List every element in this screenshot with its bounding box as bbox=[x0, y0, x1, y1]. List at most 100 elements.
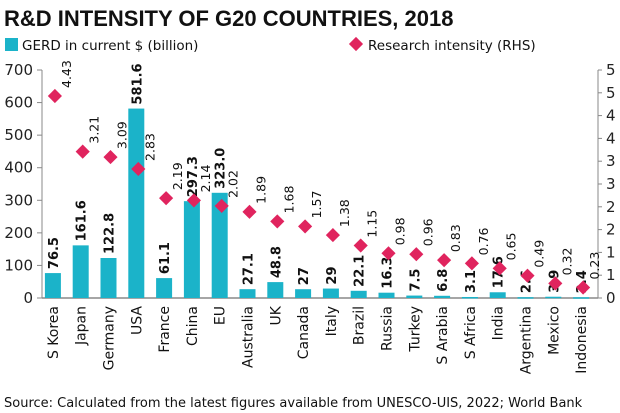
intensity-value-label: 4.43 bbox=[59, 60, 74, 88]
bar-value-label: 48.8 bbox=[269, 246, 284, 278]
category-label: Brazil bbox=[352, 306, 368, 345]
intensity-marker bbox=[576, 280, 591, 295]
bar-gerd bbox=[239, 289, 256, 298]
intensity-marker bbox=[47, 88, 62, 104]
bar-value-label: 22.1 bbox=[353, 255, 368, 287]
category-label: Russia bbox=[380, 306, 396, 351]
bar-value-label: 3.1 bbox=[464, 270, 479, 293]
bar-gerd bbox=[211, 192, 228, 298]
left-tick-label: 500 bbox=[4, 126, 33, 144]
intensity-marker bbox=[353, 238, 368, 253]
source-note: Source: Calculated from the latest figur… bbox=[4, 396, 583, 411]
bar-value-label: 16.3 bbox=[381, 257, 396, 289]
legend-label-intensity: Research intensity (RHS) bbox=[368, 38, 536, 54]
intensity-marker bbox=[214, 198, 229, 213]
category-label: EU bbox=[213, 306, 229, 325]
intensity-value-label: 0.23 bbox=[587, 252, 602, 280]
intensity-value-label: 0.98 bbox=[393, 217, 408, 245]
bar-value-label: 76.5 bbox=[47, 237, 62, 269]
category-label: India bbox=[491, 306, 507, 340]
intensity-marker bbox=[75, 144, 90, 159]
category-label: Germany bbox=[102, 306, 118, 370]
intensity-value-label: 2.19 bbox=[170, 162, 185, 190]
intensity-labels: 4.43 3.21 3.09 2.83 2.19 2.14 2.02 1.89 1.68 1.57… bbox=[59, 60, 602, 279]
bar-gerd bbox=[573, 297, 590, 299]
legend-marker-intensity bbox=[348, 36, 364, 52]
intensity-value-label: 2.83 bbox=[142, 133, 157, 161]
category-label: Mexico bbox=[546, 306, 562, 355]
intensity-marker bbox=[548, 276, 563, 291]
intensity-value-label: 0.32 bbox=[559, 248, 574, 276]
bar-gerd bbox=[378, 292, 395, 298]
right-tick-label: 5 bbox=[606, 61, 616, 79]
intensity-value-label: 2.02 bbox=[226, 170, 241, 198]
bar-gerd bbox=[489, 292, 506, 298]
right-tick-label: 4 bbox=[606, 129, 616, 147]
bar-value-label: 323.0 bbox=[214, 148, 229, 189]
intensity-marker bbox=[131, 161, 146, 177]
intensity-value-label: 1.15 bbox=[365, 210, 380, 238]
bar-gerd bbox=[434, 295, 451, 298]
bar-gerd bbox=[156, 278, 173, 298]
category-label: Canada bbox=[296, 306, 312, 359]
intensity-marker bbox=[464, 256, 479, 271]
intensity-value-label: 0.65 bbox=[504, 233, 519, 261]
left-tick-label: 300 bbox=[4, 191, 33, 209]
right-tick-label: 3 bbox=[606, 175, 616, 193]
intensity-marker bbox=[159, 191, 174, 206]
bar-gerd bbox=[44, 273, 61, 298]
bar-value-label: 61.1 bbox=[158, 242, 173, 274]
legend-label-gerd: GERD in current $ (billion) bbox=[22, 38, 198, 54]
chart-title: R&D INTENSITY OF G20 COUNTRIES, 2018 bbox=[4, 6, 453, 31]
intensity-marker bbox=[298, 219, 313, 234]
bar-gerd bbox=[128, 108, 145, 298]
intensity-marker bbox=[242, 204, 257, 219]
category-label: S Arabia bbox=[435, 306, 451, 365]
bar-gerd bbox=[322, 288, 339, 298]
bar-gerd bbox=[517, 297, 534, 299]
bar-gerd bbox=[545, 296, 562, 299]
bar-gerd bbox=[350, 290, 367, 298]
right-tick-label: 1 bbox=[606, 266, 616, 284]
intensity-value-label: 0.96 bbox=[420, 218, 435, 246]
intensity-marker bbox=[270, 214, 285, 229]
category-label: China bbox=[185, 306, 201, 346]
right-tick-label: 1 bbox=[606, 243, 616, 261]
left-tick-label: 700 bbox=[4, 61, 33, 79]
bar-gerd bbox=[406, 295, 423, 298]
intensity-value-label: 2.14 bbox=[198, 165, 213, 193]
intensity-value-label: 0.76 bbox=[476, 227, 491, 255]
left-tick-label: 200 bbox=[4, 224, 33, 242]
category-label: Japan bbox=[74, 306, 90, 346]
left-tick-label: 600 bbox=[4, 94, 33, 112]
intensity-marker bbox=[437, 253, 452, 268]
right-tick-label: 2 bbox=[606, 221, 616, 239]
bar-gerd bbox=[183, 201, 200, 298]
bar-value-label: 27.1 bbox=[242, 253, 257, 285]
right-tick-label: 0 bbox=[606, 289, 616, 307]
bar-gerd bbox=[295, 289, 312, 298]
left-tick-label: 0 bbox=[23, 289, 33, 307]
intensity-marker bbox=[520, 268, 535, 283]
bar-gerd bbox=[72, 245, 89, 298]
category-label: UK bbox=[268, 305, 284, 325]
intensity-marker bbox=[381, 246, 396, 261]
bar-value-label: 27 bbox=[297, 267, 312, 285]
category-label: Argentina bbox=[519, 306, 535, 374]
category-label: Italy bbox=[324, 306, 340, 336]
intensity-value-label: 1.68 bbox=[281, 186, 296, 214]
category-label: S Africa bbox=[463, 306, 479, 359]
category-label: S Korea bbox=[46, 306, 62, 359]
intensity-value-label: 3.21 bbox=[87, 116, 102, 144]
left-tick-label: 100 bbox=[4, 256, 33, 274]
right-tick-label: 4 bbox=[606, 107, 616, 125]
intensity-markers bbox=[47, 88, 591, 295]
intensity-marker bbox=[409, 247, 424, 262]
bars bbox=[44, 108, 590, 299]
right-tick-label: 2 bbox=[606, 198, 616, 216]
intensity-value-label: 1.38 bbox=[337, 199, 352, 227]
intensity-marker bbox=[186, 193, 201, 208]
bar-value-label: 29 bbox=[325, 266, 340, 284]
category-label: France bbox=[157, 306, 173, 353]
